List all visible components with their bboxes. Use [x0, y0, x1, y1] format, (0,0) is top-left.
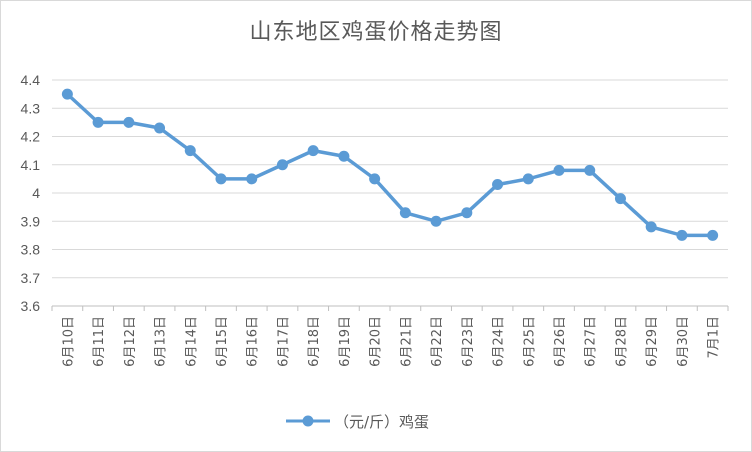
data-point [522, 173, 534, 185]
data-point [307, 145, 319, 157]
data-point [154, 122, 166, 134]
y-tick-label: 3.7 [21, 270, 41, 286]
data-point [492, 179, 504, 191]
data-point [215, 173, 227, 185]
data-point [92, 116, 104, 128]
x-axis-ticks: 6月10日 6月11日 6月12日 6月13日 6月14日 6月15日 6月16日 6月17日… [61, 316, 721, 367]
x-tick-label: 6月13日 [154, 316, 169, 367]
y-tick-label: 4.2 [21, 129, 41, 145]
x-tick-label: 6月20日 [369, 316, 384, 367]
gridlines [52, 79, 728, 279]
data-point [399, 207, 411, 219]
x-tick-label: 6月15日 [215, 316, 230, 367]
data-point [123, 116, 135, 128]
x-tick-label: 6月10日 [61, 316, 76, 367]
x-tick-label: 7月1日 [707, 316, 722, 359]
y-tick-label: 3.9 [21, 213, 41, 229]
y-axis-ticks: 3.6 3.7 3.8 3.9 4 4.1 4.2 4.3 4.4 [21, 72, 41, 314]
y-tick-label: 4 [32, 185, 40, 201]
x-tick-label: 6月25日 [522, 316, 537, 367]
legend: （元/斤）鸡蛋 [286, 413, 429, 431]
x-tick-label: 6月18日 [307, 316, 322, 367]
data-point [553, 164, 565, 176]
x-tick-label: 6月19日 [338, 316, 353, 367]
data-point [707, 229, 719, 241]
x-tick-label: 6月12日 [123, 316, 138, 367]
x-tick-label: 6月21日 [399, 316, 414, 367]
y-tick-label: 4.4 [21, 72, 41, 88]
data-point [338, 150, 350, 162]
legend-marker-swatch [302, 415, 314, 427]
x-tick-label: 6月27日 [584, 316, 599, 367]
x-axis [51, 305, 729, 311]
data-point [184, 145, 196, 157]
data-point [645, 221, 657, 233]
x-tick-label: 6月17日 [276, 316, 291, 367]
x-tick-label: 6月24日 [492, 316, 507, 367]
x-tick-label: 6月16日 [246, 316, 261, 367]
data-point [276, 159, 288, 171]
data-point [369, 173, 381, 185]
x-tick-label: 6月23日 [461, 316, 476, 367]
x-tick-label: 6月28日 [614, 316, 629, 367]
data-point [61, 88, 73, 100]
chart-title: 山东地区鸡蛋价格走势图 [249, 20, 503, 45]
x-tick-label: 6月29日 [645, 316, 660, 367]
x-tick-label: 6月14日 [184, 316, 199, 367]
series-line-path [66, 92, 713, 238]
legend-label: （元/斤）鸡蛋 [334, 413, 429, 431]
series-line [61, 88, 719, 241]
y-tick-label: 4.3 [21, 100, 41, 116]
data-point [430, 215, 442, 227]
data-point [461, 207, 473, 219]
x-tick-label: 6月30日 [676, 316, 691, 367]
x-tick-label: 6月11日 [92, 316, 107, 367]
y-tick-label: 4.1 [21, 157, 41, 173]
x-tick-label: 6月22日 [430, 316, 445, 367]
x-tick-label: 6月26日 [553, 316, 568, 367]
data-point [246, 173, 258, 185]
y-tick-label: 3.8 [21, 242, 41, 258]
data-point [676, 229, 688, 241]
data-point [584, 164, 596, 176]
data-point [614, 193, 626, 205]
y-tick-label: 3.6 [21, 298, 41, 314]
